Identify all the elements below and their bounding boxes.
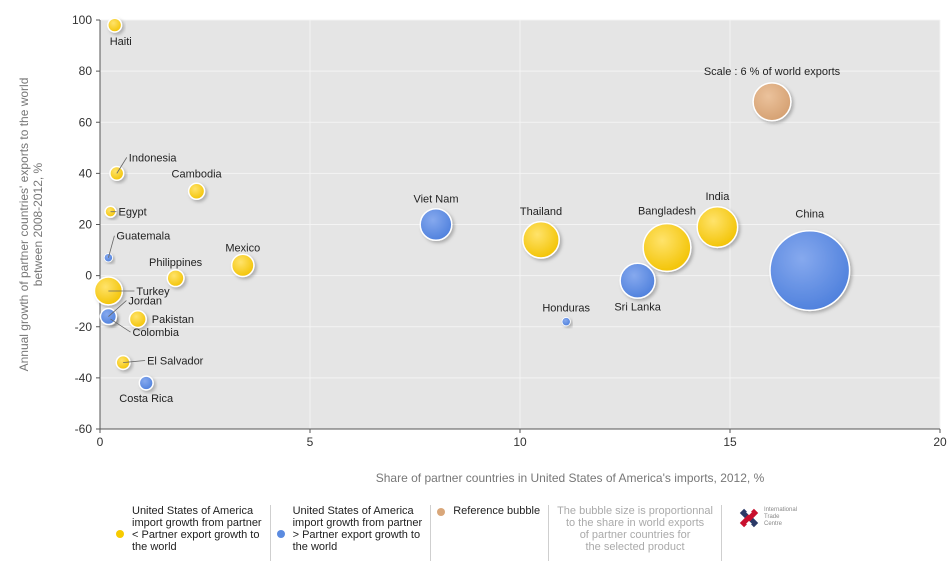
bubble-costa-rica[interactable] — [138, 375, 154, 391]
bubble-label: China — [795, 209, 825, 221]
label-leader-line — [108, 300, 127, 317]
bubble-label: Indonesia — [129, 152, 178, 164]
x-tick-label: 15 — [723, 435, 737, 449]
legend-label: Reference bubble — [453, 505, 541, 517]
bubble-label: El Salvador — [147, 356, 204, 368]
x-tick-label: 20 — [933, 435, 947, 449]
legend-dot-blue-icon — [276, 530, 285, 538]
label-leader-line — [108, 235, 115, 258]
bubble-bangladesh[interactable] — [642, 222, 692, 273]
y-tick-label: 60 — [79, 115, 93, 129]
itc-logo: International Trade Centre — [722, 505, 797, 531]
label-leader-line — [110, 318, 131, 333]
bubble-viet-nam[interactable] — [419, 207, 453, 242]
bubble-philippines[interactable] — [166, 269, 185, 288]
x-tick-label: 10 — [513, 435, 527, 449]
bubble-label: Sri Lanka — [614, 302, 661, 314]
bubble-label: Cambodia — [172, 168, 223, 180]
y-tick-label: 20 — [79, 218, 93, 232]
bubble-label: Guatemala — [116, 231, 171, 243]
legend-dot-yellow-icon — [116, 530, 124, 538]
x-tick-label: 5 — [307, 435, 314, 449]
y-tick-label: 40 — [79, 166, 93, 180]
bubble-cambodia[interactable] — [187, 182, 206, 200]
y-tick-label: 80 — [79, 64, 93, 78]
label-leader-line — [116, 157, 128, 174]
bubble-haiti[interactable] — [107, 17, 123, 33]
bubble-scale-6-of-world-exports[interactable] — [752, 82, 792, 122]
bubble-label: Jordan — [128, 296, 162, 308]
bubble-size-note: The bubble size is proportionnal to the … — [549, 505, 722, 561]
legend-label: United States of America import growth f… — [132, 505, 262, 553]
bubble-label: Haiti — [110, 36, 132, 48]
bubble-label: Pakistan — [152, 314, 194, 326]
y-tick-label: -40 — [75, 371, 93, 385]
bubble-label: Egypt — [119, 207, 147, 219]
bubble-chart: 0 5 10 15 20 -60 -40 -20 0 20 40 60 80 100 Haiti Indon… — [17, 13, 947, 485]
bubble-label: Colombia — [133, 327, 180, 339]
bubble-honduras[interactable] — [561, 317, 571, 327]
bubble-label: Bangladesh — [638, 206, 696, 218]
bubble-label: India — [705, 191, 730, 203]
bubble-label: Scale : 6 % of world exports — [704, 66, 841, 78]
y-tick-label: 100 — [72, 13, 92, 27]
y-tick-label: -20 — [75, 320, 93, 334]
bubble-label: Mexico — [225, 242, 260, 254]
bubble-el-salvador[interactable] — [115, 354, 131, 371]
x-tick-label: 0 — [97, 435, 104, 449]
bubble-label: Turkey — [136, 286, 170, 298]
bubble-pakistan[interactable] — [128, 309, 147, 329]
legend-dot-reference-icon — [437, 508, 446, 516]
x-axis-title: Share of partner countries in United Sta… — [376, 471, 765, 485]
bubble-guatemala[interactable] — [103, 253, 113, 263]
bubble-label: Costa Rica — [119, 393, 174, 405]
bubble-china[interactable] — [769, 229, 851, 312]
bubble-label: Viet Nam — [413, 194, 458, 206]
bubble-sri-lanka[interactable] — [619, 262, 656, 299]
bubble-label: Thailand — [520, 206, 562, 218]
bubble-labels: Haiti Indonesia Cambodia Egypt Mexico Philipp… — [108, 36, 841, 405]
y-axis-title-line: Annual growth of partner countries' expo… — [17, 78, 31, 372]
bubble-india[interactable] — [696, 206, 739, 249]
y-axis-title: Annual growth of partner countries' expo… — [17, 78, 45, 372]
itc-logo-text: International Trade Centre — [764, 507, 798, 527]
legend-item-below[interactable]: United States of America import growth f… — [110, 505, 271, 561]
y-axis-title-line: between 2008-2012, % — [31, 162, 45, 286]
bubble-label: Honduras — [542, 303, 590, 315]
legend-item-above[interactable]: United States of America import growth f… — [271, 505, 432, 561]
legend-item-reference[interactable]: Reference bubble — [431, 505, 550, 561]
y-tick-label: 0 — [85, 269, 92, 283]
bubble-label: Philippines — [149, 257, 203, 269]
legend-label: United States of America import growth f… — [292, 505, 423, 553]
itc-logo-icon — [739, 508, 759, 528]
label-leader-line — [123, 360, 146, 363]
axes: 0 5 10 15 20 -60 -40 -20 0 20 40 60 80 100 — [72, 13, 947, 449]
bubble-mexico[interactable] — [230, 253, 255, 278]
bubble-thailand[interactable] — [522, 220, 560, 259]
y-tick-label: -60 — [75, 422, 93, 436]
legend: United States of America import growth f… — [110, 505, 850, 563]
